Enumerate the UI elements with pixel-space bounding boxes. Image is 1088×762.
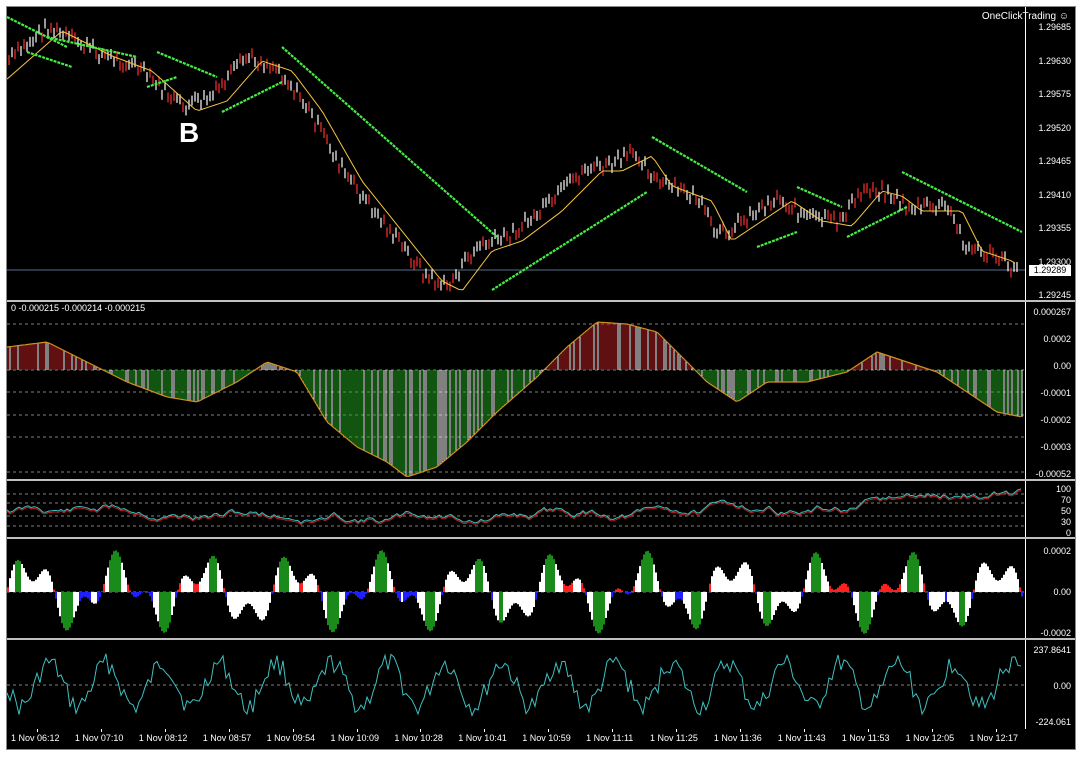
osma-axis-label: -0.0003 <box>1040 442 1071 452</box>
rsi-axis-label: 30 <box>1060 517 1071 527</box>
osma-title: 0 -0.000215 -0.000214 -0.000215 <box>11 303 146 313</box>
time-axis-tick <box>356 729 358 732</box>
time-axis-label: 1 Nov 10:28 <box>394 733 443 743</box>
price-axis-label: 1.29245 <box>1038 290 1071 300</box>
histogram-chart <box>7 550 1025 634</box>
price-axis-label: 1.29465 <box>1038 156 1071 166</box>
time-axis-tick <box>739 729 741 732</box>
pane-separator <box>7 479 1075 481</box>
osma-axis-label: -0.00052 <box>1035 469 1071 479</box>
chart-area[interactable]: OneClickTrading ☺ B 1.29685 1.29630 1.2957… <box>6 6 1076 750</box>
time-axis-label: 1 Nov 10:41 <box>458 733 507 743</box>
pane-separator <box>7 300 1075 302</box>
osma-axis-line <box>1025 302 1026 479</box>
osma-chart <box>7 321 1025 477</box>
osma-axis-label: -0.0002 <box>1040 415 1071 425</box>
time-axis-label: 1 Nov 09:54 <box>266 733 316 743</box>
price-axis-label: 1.29410 <box>1038 189 1071 200</box>
time-axis-label: 1 Nov 11:36 <box>713 733 762 743</box>
cci-axis-line <box>1025 640 1026 729</box>
time-axis-tick <box>548 729 550 732</box>
price-axis-label: 1.29685 <box>1038 22 1071 32</box>
time-axis-label: 1 Nov 11:25 <box>650 733 698 743</box>
current-price-badge: 1.29289 <box>1029 265 1071 276</box>
time-axis-label: 1 Nov 08:12 <box>138 733 188 743</box>
time-axis-tick <box>484 729 486 732</box>
rsi-chart <box>7 488 1025 527</box>
time-axis-tick <box>100 729 102 732</box>
time-axis-label: 1 Nov 10:59 <box>522 733 571 743</box>
time-axis-tick <box>228 729 230 732</box>
price-pane[interactable]: OneClickTrading ☺ B 1.29685 1.29630 1.2957… <box>7 7 1075 300</box>
price-axis-label: 1.29300 <box>1038 256 1071 267</box>
price-axis-label: 1.29575 <box>1038 89 1071 99</box>
cci-axis-label: 0.00 <box>1053 681 1071 691</box>
time-axis: 1 Nov 06:12 1 Nov 07:10 1 Nov 08:12 1 Nov 0… <box>7 729 1075 749</box>
osma-pane[interactable]: 0 -0.000215 -0.000214 -0.000215 0.000267… <box>7 302 1075 479</box>
time-axis-tick <box>292 729 294 732</box>
osma-axis-label: -0.0001 <box>1040 388 1071 398</box>
time-axis-tick <box>931 729 933 732</box>
time-axis-tick <box>867 729 869 732</box>
time-axis-tick <box>612 729 614 732</box>
time-axis-tick <box>803 729 805 732</box>
time-axis-label: 1 Nov 11:43 <box>777 733 826 743</box>
rsi-axis-label: 100 <box>1055 484 1071 494</box>
cci-chart <box>7 653 1025 718</box>
histogram-axis-label: -0.0002 <box>1040 628 1071 638</box>
time-axis-tick <box>37 729 38 732</box>
rsi-axis-line <box>1025 481 1026 537</box>
osma-axis-label: 0.000267 <box>1033 307 1071 317</box>
chart-annotation-b: B <box>179 117 200 148</box>
time-axis-tick <box>676 729 677 732</box>
histogram-axis-label: 0.0002 <box>1043 546 1071 556</box>
time-axis-tick <box>420 729 422 732</box>
time-axis-label: 1 Nov 11:11 <box>586 733 634 743</box>
price-axis-label: 1.29355 <box>1038 223 1071 233</box>
cci-axis-label: -224.061 <box>1035 717 1071 727</box>
rsi-axis-label: 70 <box>1060 495 1071 505</box>
time-axis-label: 1 Nov 12:17 <box>969 733 1019 743</box>
price-axis-label: 1.29520 <box>1038 122 1071 133</box>
brand-label: OneClickTrading ☺ <box>981 11 1069 22</box>
rsi-axis-label: 50 <box>1060 506 1071 516</box>
histogram-axis-label: 0.00 <box>1053 587 1071 597</box>
cci-axis-label: 237.8641 <box>1033 645 1071 655</box>
time-axis-label: 1 Nov 08:57 <box>202 733 252 743</box>
rsi-pane[interactable]: 100 70 50 30 0 <box>7 481 1075 538</box>
price-chart <box>7 16 1025 292</box>
histogram-axis-line <box>1025 539 1026 638</box>
time-axis-tick <box>995 729 997 732</box>
time-axis-label: 1 Nov 10:09 <box>330 733 380 743</box>
histogram-pane[interactable]: 0.0002 0.00 -0.0002 <box>7 539 1075 638</box>
cci-pane[interactable]: 237.8641 0.00 -224.061 <box>7 640 1075 729</box>
time-axis-label: 1 Nov 07:10 <box>74 733 124 743</box>
price-axis-label: 1.29630 <box>1038 55 1071 66</box>
rsi-axis-label: 0 <box>1065 528 1071 538</box>
pane-separator <box>7 537 1075 539</box>
osma-axis-label: 0.00 <box>1053 361 1071 371</box>
price-axis-line <box>1025 7 1026 300</box>
osma-axis-label: 0.0002 <box>1043 334 1071 344</box>
time-axis-label: 1 Nov 11:53 <box>841 733 890 743</box>
time-axis-tick <box>164 729 166 732</box>
pane-separator <box>7 638 1075 640</box>
time-axis-label: 1 Nov 06:12 <box>11 733 60 743</box>
time-axis-label: 1 Nov 12:05 <box>905 733 955 743</box>
